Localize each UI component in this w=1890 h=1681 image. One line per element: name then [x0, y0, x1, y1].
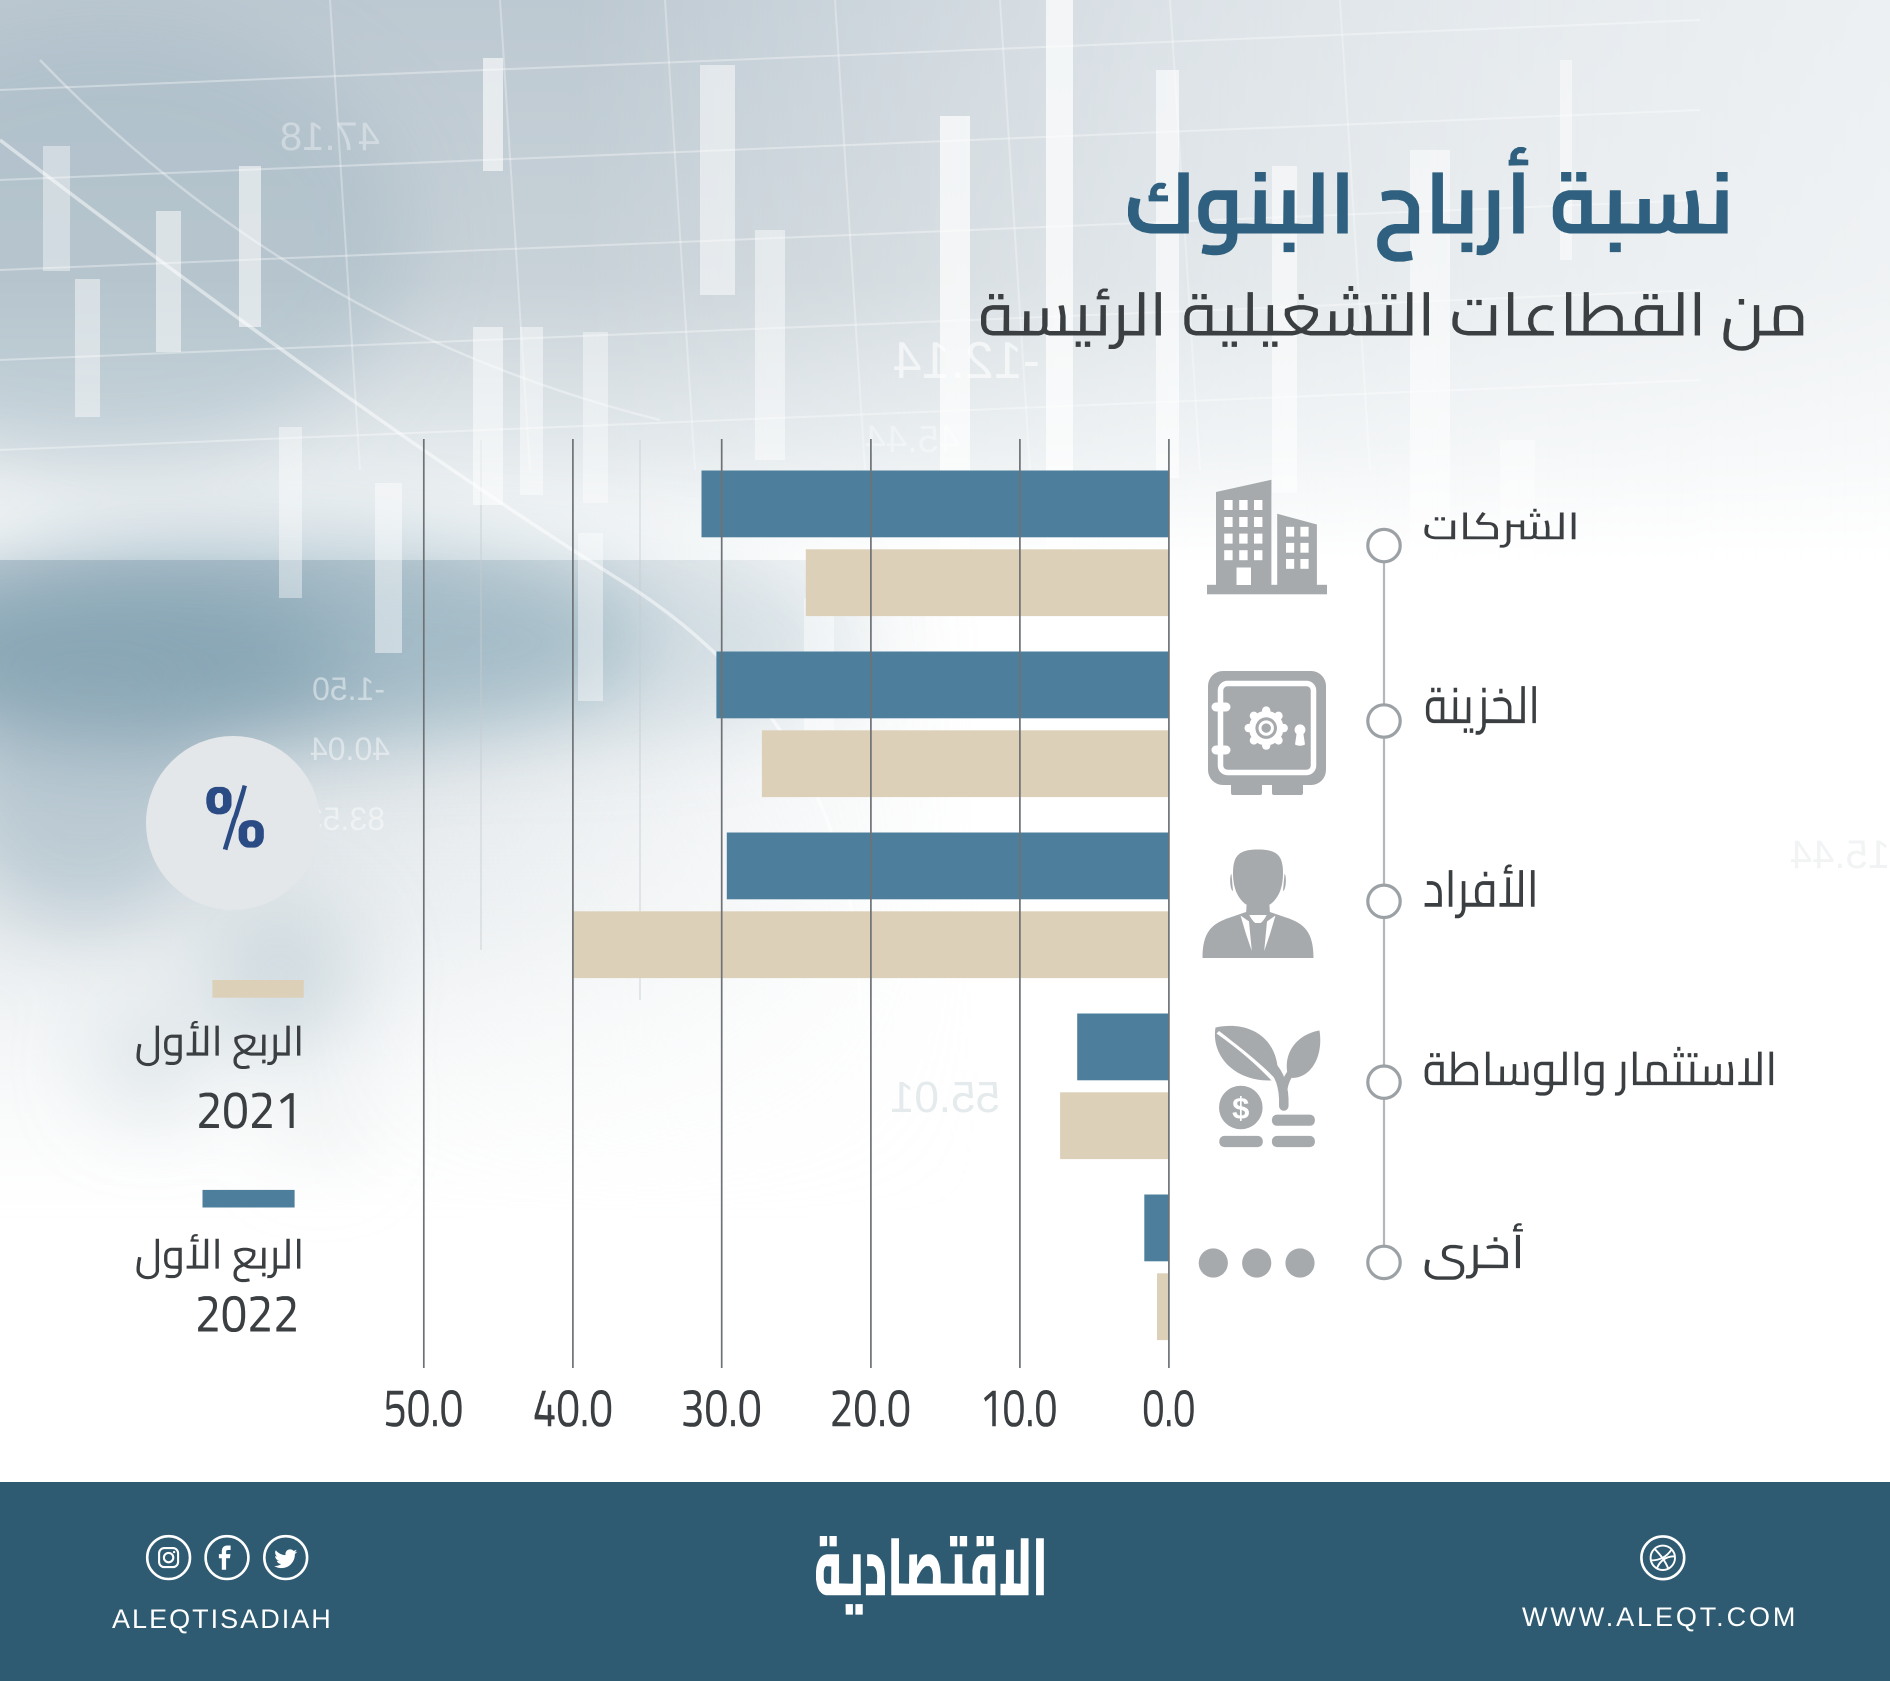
- svg-text:ALEQTISADIAH: ALEQTISADIAH: [112, 1604, 336, 1634]
- svg-text:-1.50: -1.50: [312, 671, 385, 707]
- svg-text:15.44: 15.44: [1790, 833, 1890, 877]
- svg-text:$: $: [1232, 1091, 1249, 1126]
- svg-text:WWW.ALEQT.COM: WWW.ALEQT.COM: [1522, 1602, 1799, 1632]
- svg-text:55.01: 55.01: [890, 1073, 1000, 1122]
- svg-text:40.04: 40.04: [310, 731, 390, 767]
